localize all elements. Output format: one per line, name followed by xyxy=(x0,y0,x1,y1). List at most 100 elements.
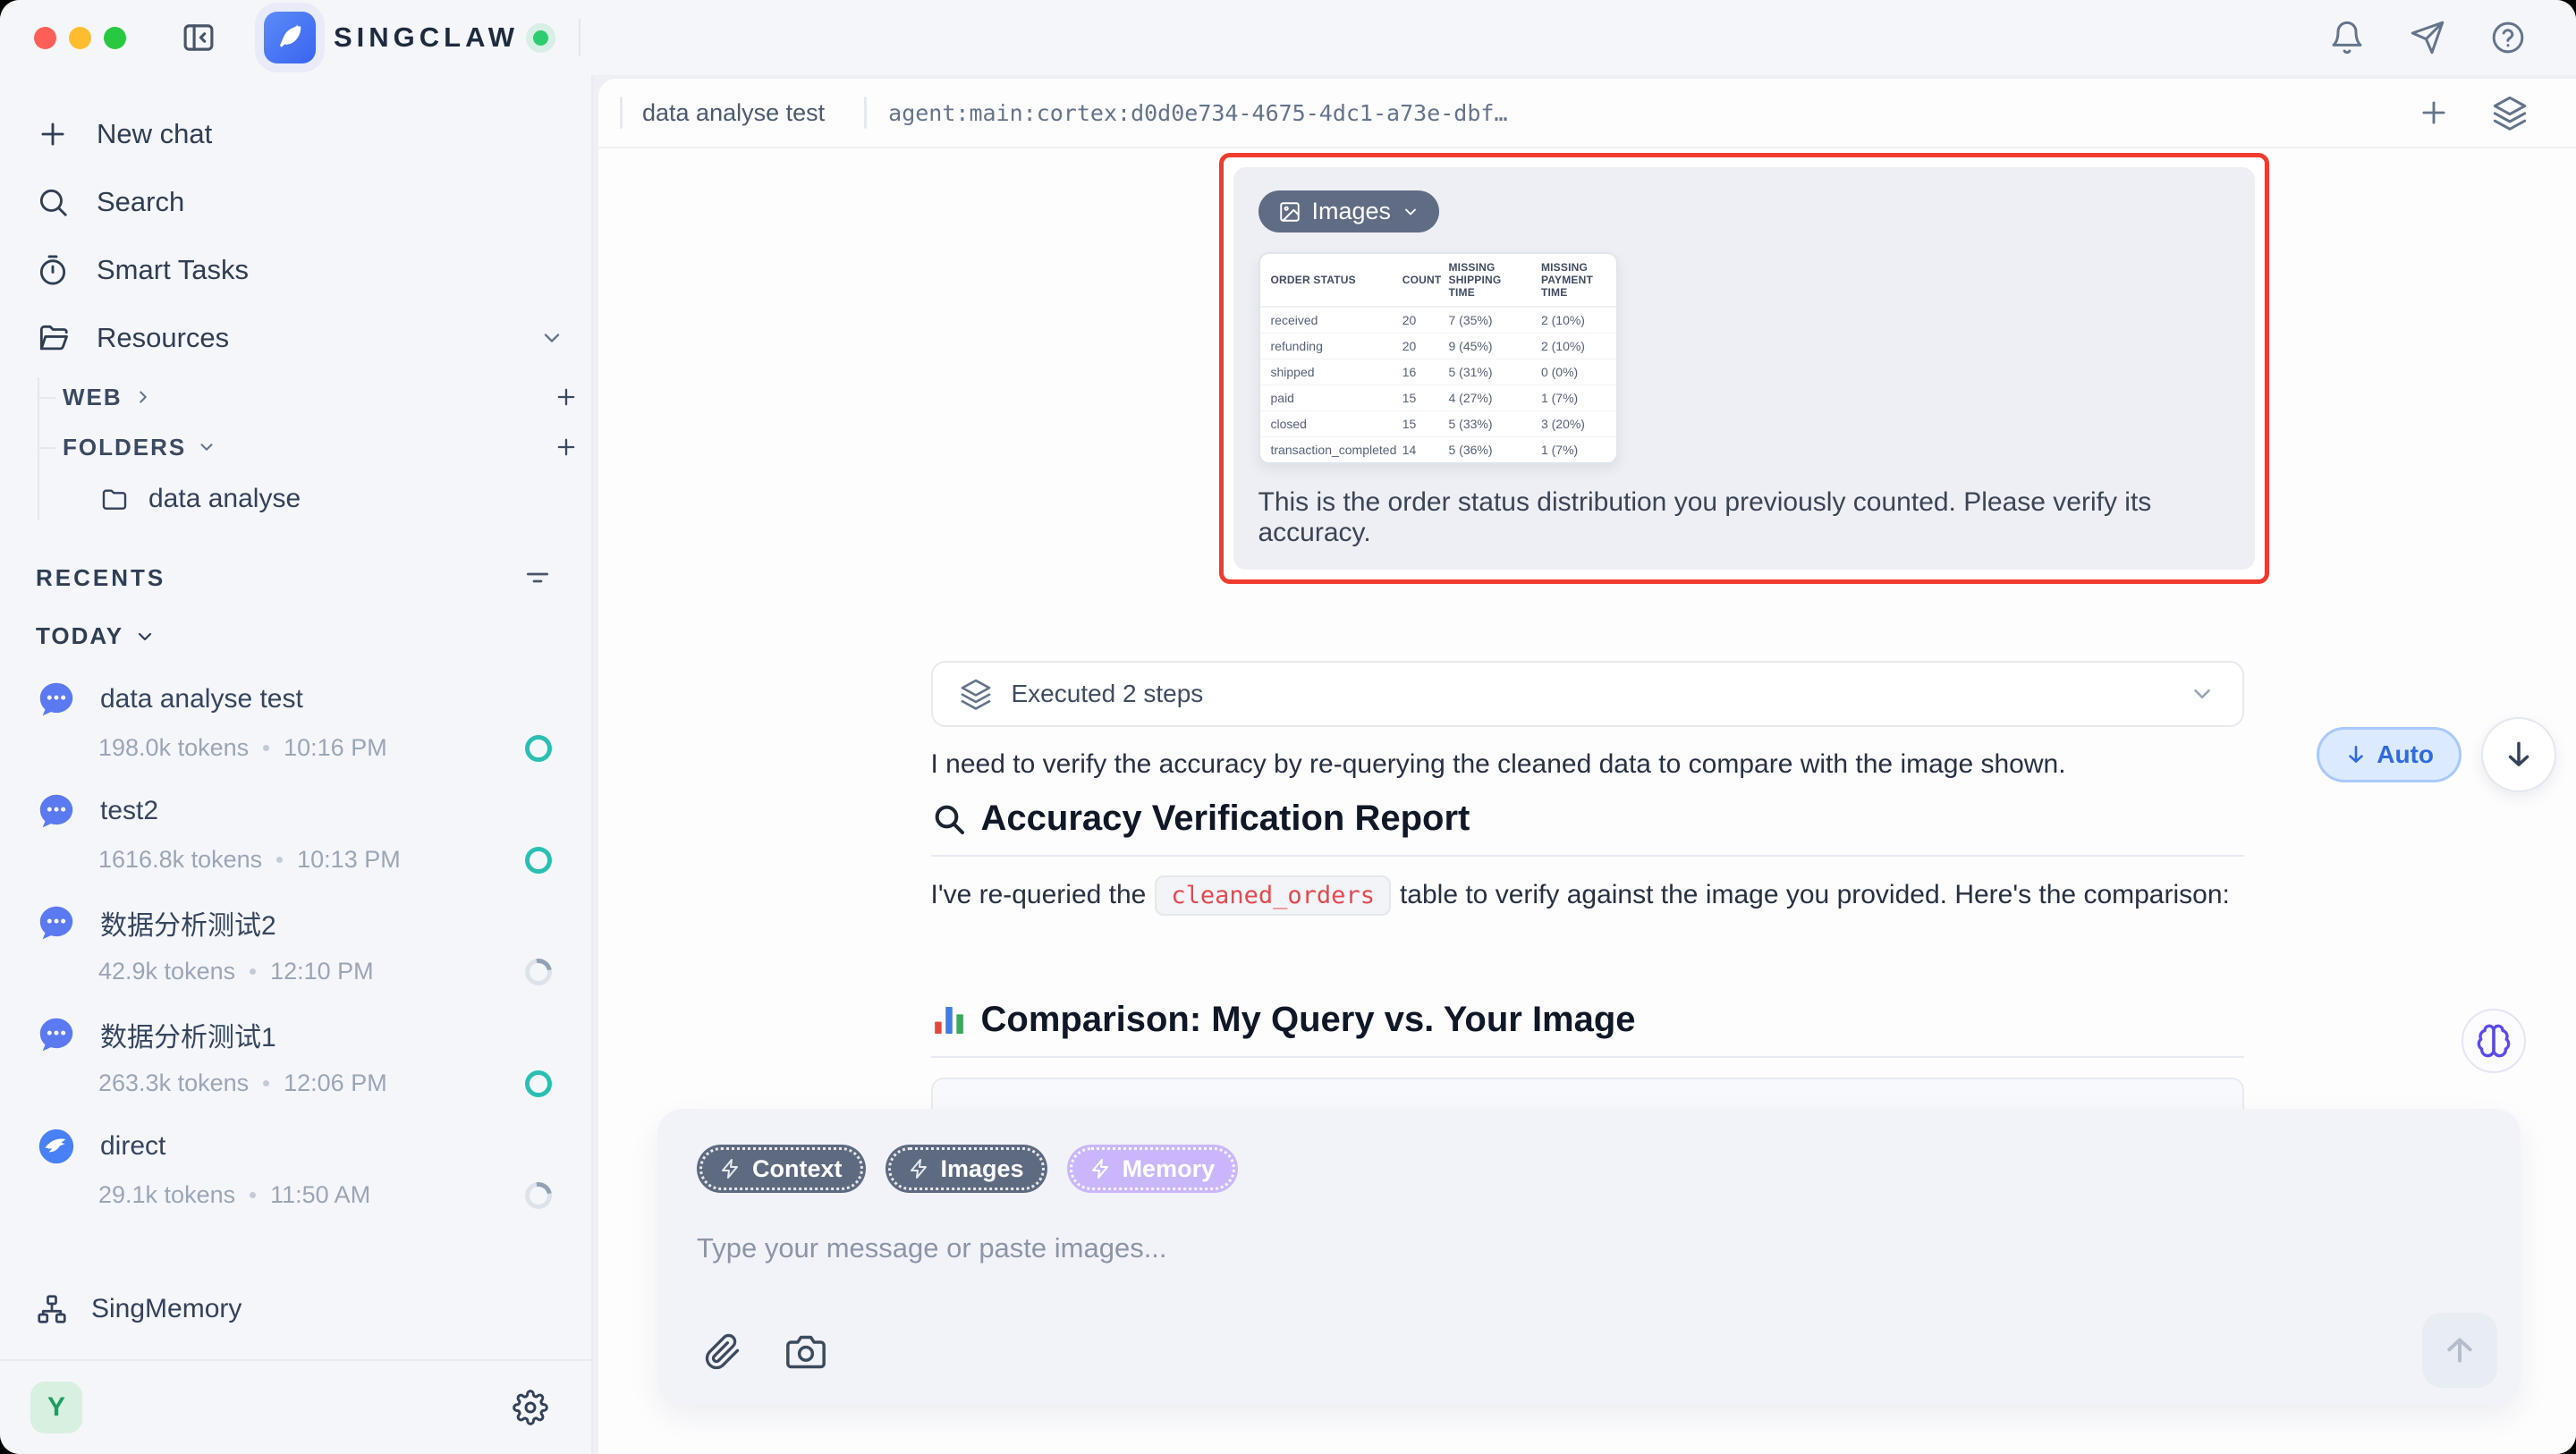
divider xyxy=(930,1056,2244,1058)
layers-icon[interactable] xyxy=(2492,95,2528,131)
memory-brain-button[interactable] xyxy=(2462,1009,2526,1073)
lightning-icon xyxy=(1090,1158,1112,1179)
close-window-button[interactable] xyxy=(34,26,56,49)
tab-chat-title[interactable]: data analyse test xyxy=(642,98,826,126)
chip-label: Images xyxy=(940,1154,1024,1182)
executed-steps-label: Executed 2 steps xyxy=(1011,680,1204,707)
sidebar-item-web[interactable]: WEB xyxy=(38,372,591,422)
scroll-controls: Auto xyxy=(2317,717,2556,792)
dot-separator xyxy=(250,968,257,975)
memory-chip[interactable]: Memory xyxy=(1066,1145,1239,1193)
nav-label: Search xyxy=(97,186,185,217)
tabbar: data analyse test agent:main:cortex:d0d0… xyxy=(598,79,2576,148)
user-message-text: This is the order status distribution yo… xyxy=(1258,487,2152,547)
folder-icon xyxy=(100,485,129,513)
chat-time: 12:06 PM xyxy=(284,1069,387,1096)
assistant-intro-text: I need to verify the accuracy by re-quer… xyxy=(930,749,2066,779)
sidebar-item-folders[interactable]: FOLDERS xyxy=(38,422,591,472)
tab-agent-id[interactable]: agent:main:cortex:d0d0e734-4675-4dc1-a73… xyxy=(888,99,1508,126)
message-input[interactable] xyxy=(697,1232,2481,1264)
chevron-down-icon xyxy=(197,437,216,457)
minimize-window-button[interactable] xyxy=(69,26,91,49)
hierarchy-icon xyxy=(36,1293,68,1325)
maximize-window-button[interactable] xyxy=(104,26,126,49)
settings-gear-icon[interactable] xyxy=(513,1390,548,1425)
chat-title: test2 xyxy=(100,796,159,825)
add-folder-button[interactable] xyxy=(554,435,579,460)
mini-col-header: ORDER STATUS xyxy=(1259,254,1392,308)
sidebar-item-smart-tasks[interactable]: Smart Tasks xyxy=(36,236,564,304)
image-icon xyxy=(1278,200,1301,224)
folders-label: FOLDERS xyxy=(63,433,187,461)
dot-separator xyxy=(276,857,284,863)
chat-time: 10:16 PM xyxy=(284,734,387,761)
user-message-highlighted: Images ORDER STATUS COUNT xyxy=(1218,153,2269,584)
sidebar-item-new-chat[interactable]: New chat xyxy=(36,100,564,168)
dot-separator xyxy=(263,745,270,751)
chat-bubble-icon xyxy=(36,790,77,832)
web-label: WEB xyxy=(63,383,123,410)
sidebar-item-search[interactable]: Search xyxy=(36,168,564,236)
chat-list-item[interactable]: test2 1616.8k tokens 10:13 PM xyxy=(36,771,552,883)
filter-icon[interactable] xyxy=(523,563,552,592)
images-chip[interactable]: Images xyxy=(885,1145,1047,1193)
dot-separator xyxy=(263,1080,270,1086)
camera-icon[interactable] xyxy=(786,1332,826,1372)
today-group-toggle[interactable]: TODAY xyxy=(36,622,555,650)
attachment-paperclip-icon[interactable] xyxy=(704,1333,741,1371)
executed-steps-expander[interactable]: Executed 2 steps xyxy=(930,661,2244,727)
chat-list-item[interactable]: data analyse test 198.0k tokens 10:16 PM xyxy=(36,659,552,771)
share-send-icon[interactable] xyxy=(2410,20,2445,55)
auto-scroll-button[interactable]: Auto xyxy=(2317,727,2462,782)
report-heading-row: Accuracy Verification Report xyxy=(931,799,2244,839)
chat-tokens: 198.0k tokens xyxy=(98,734,250,761)
chat-title: 数据分析测试1 xyxy=(100,1023,276,1052)
singmemory-label: SingMemory xyxy=(91,1294,242,1323)
chat-list-item[interactable]: 数据分析测试2 42.9k tokens 12:10 PM xyxy=(36,883,557,994)
tab-separator xyxy=(864,97,868,129)
sidebar-folder-data-analyse[interactable]: data analyse xyxy=(38,472,591,526)
table-row: paid 15 4 (27%) 1 (7%) xyxy=(1259,385,1616,411)
chevron-down-icon xyxy=(134,626,156,647)
mini-col-header: MISSING PAYMENT TIME xyxy=(1530,254,1616,308)
chat-tokens: 263.3k tokens xyxy=(98,1069,250,1096)
chat-title: 数据分析测试2 xyxy=(100,911,276,941)
arrow-down-icon xyxy=(2502,738,2536,772)
send-message-button[interactable] xyxy=(2422,1313,2497,1388)
images-dropdown-button[interactable]: Images xyxy=(1258,190,1440,232)
order-status-image-table: ORDER STATUS COUNT MISSING SHIPPING TIME… xyxy=(1258,252,1618,464)
new-tab-plus-icon[interactable] xyxy=(2417,96,2451,130)
chat-title: data analyse test xyxy=(100,684,303,714)
requery-paragraph: I've re-queried the cleaned_orders table t… xyxy=(931,875,2244,916)
mini-col-header: COUNT xyxy=(1391,254,1441,308)
status-ring-done xyxy=(525,734,552,762)
chat-bubble-icon xyxy=(36,1014,77,1055)
divider xyxy=(930,855,2244,857)
sidebar-item-resources[interactable]: Resources xyxy=(36,304,564,372)
chevron-right-icon xyxy=(133,387,153,407)
scroll-to-bottom-button[interactable] xyxy=(2481,717,2556,792)
chat-time: 12:10 PM xyxy=(270,958,374,985)
chat-list-item[interactable]: direct 29.1k tokens 11:50 AM xyxy=(36,1106,557,1218)
sidebar-toggle-icon[interactable] xyxy=(180,19,217,56)
table-row: refunding 20 9 (45%) 2 (10%) xyxy=(1259,333,1616,359)
chat-time: 11:50 AM xyxy=(270,1181,371,1208)
help-icon[interactable] xyxy=(2490,20,2526,55)
plus-icon xyxy=(36,117,70,151)
chat-list-item[interactable]: 数据分析测试1 263.3k tokens 12:06 PM xyxy=(36,994,552,1106)
add-web-resource-button[interactable] xyxy=(554,385,579,410)
user-avatar[interactable]: Y xyxy=(30,1382,82,1433)
context-chip[interactable]: Context xyxy=(697,1145,866,1193)
report-heading: Accuracy Verification Report xyxy=(980,799,1470,838)
status-ring-loading xyxy=(520,952,557,991)
today-label: TODAY xyxy=(36,622,124,649)
notifications-bell-icon[interactable] xyxy=(2329,20,2365,55)
chevron-down-icon xyxy=(1402,203,1419,221)
sidebar-item-singmemory[interactable]: SingMemory xyxy=(0,1275,591,1343)
nav-label: Smart Tasks xyxy=(97,254,249,285)
app-name: SINGCLAW xyxy=(334,21,520,53)
chip-label: Memory xyxy=(1122,1154,1216,1182)
table-row: received 20 7 (35%) 2 (10%) xyxy=(1259,307,1616,334)
chevron-down-icon[interactable] xyxy=(539,325,564,351)
